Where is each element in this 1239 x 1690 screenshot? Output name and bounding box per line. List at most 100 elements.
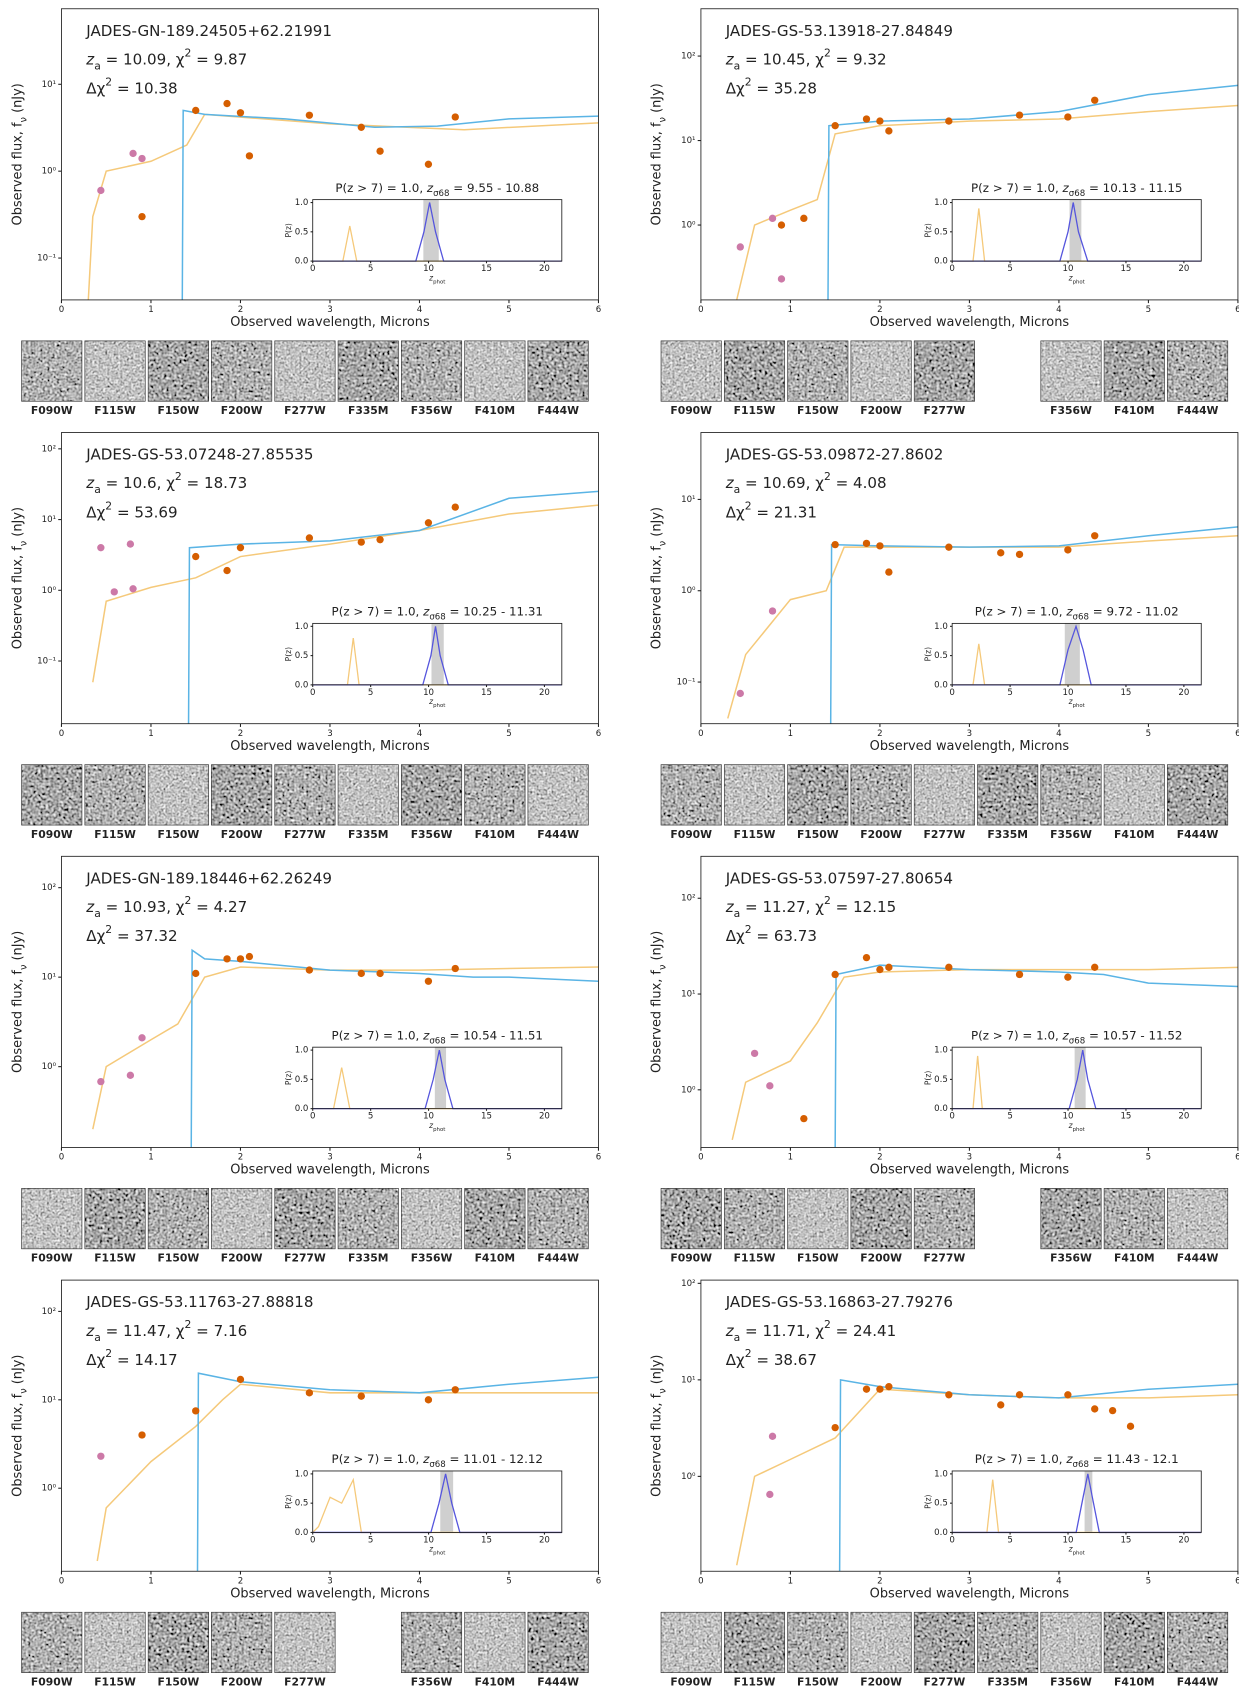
z68-band (1074, 1047, 1086, 1109)
cutout-image (914, 340, 975, 402)
x-tick-label: 3 (967, 305, 972, 315)
cutout-image (464, 1188, 526, 1249)
dchi2-value: 37.32 (134, 927, 177, 945)
x-tick-label: 4 (1056, 305, 1061, 315)
filter-label: F335M (987, 828, 1028, 841)
cutout-frame (21, 1188, 83, 1250)
photometry-point (876, 1385, 884, 1393)
cutout-frame (850, 764, 912, 826)
photometry-point (1015, 1391, 1024, 1399)
inset-x-tick-label: 5 (1007, 688, 1012, 698)
y-tick-label: 10⁰ (681, 1085, 696, 1095)
y-tick-label: 10² (681, 52, 695, 62)
z68-band (431, 623, 444, 685)
filter-label: F356W (411, 1675, 453, 1688)
equals: = (1085, 1028, 1102, 1042)
z-sub: σ68 (1073, 612, 1089, 622)
inset-x-tick-label: 5 (1007, 1535, 1012, 1545)
inset-x-tick-label: 20 (539, 1112, 550, 1122)
cutout-frame (660, 1611, 722, 1673)
plot-frame (61, 8, 599, 301)
dchi-sup: 2 (745, 75, 752, 88)
photometry-point (138, 154, 146, 163)
cutout-frame (21, 1611, 83, 1673)
inset-x-tick-label: 5 (1007, 1112, 1012, 1122)
cutout-image (527, 1612, 589, 1673)
cutout-image (1040, 764, 1102, 826)
x-axis-label: Observed wavelength, Microns (870, 739, 1070, 754)
dchi2-value: 21.31 (774, 503, 817, 521)
inset-x-tick-label: 0 (310, 264, 315, 274)
cutout-frame (337, 340, 399, 402)
cutout-image (1040, 1188, 1102, 1249)
dchi2-value: 35.28 (774, 79, 817, 97)
cutout-frame (1167, 1188, 1229, 1250)
model-spectrum (190, 948, 599, 1148)
photometry-point (945, 117, 953, 125)
filter-label: F444W (1177, 1675, 1219, 1688)
z-symbol: z (426, 180, 434, 194)
dchi-symbol: Δχ (726, 1350, 745, 1368)
photometry-point (862, 953, 871, 962)
z-sub: a (734, 907, 741, 920)
equals: = (112, 503, 134, 521)
cutout-frame (1103, 764, 1165, 826)
inset-y-tick-label: 1.0 (934, 622, 948, 632)
inset-title: P(z > 7) = 1.0, zσ68 = 9.55 - 10.88 (335, 180, 539, 198)
y-tick-label: 10¹ (42, 515, 56, 525)
photometry-point (1064, 113, 1072, 121)
cutout-image (211, 340, 272, 402)
pz-text: P(z > 7) = 1.0, (332, 1452, 424, 1466)
z-sub: σ68 (1073, 1460, 1089, 1470)
y-tick-label: 10⁻¹ (37, 657, 56, 667)
equals: = (1089, 1452, 1106, 1466)
y-axis-label: Observed flux, fν (nJy) (649, 931, 668, 1073)
z-sub: phot (433, 1126, 445, 1132)
x-axis-label: Observed wavelength, Microns (230, 1586, 430, 1601)
x-tick-label: 1 (788, 1576, 793, 1586)
y-axis-label: Observed flux, fν (nJy) (10, 83, 29, 225)
chi-sup: 2 (824, 470, 831, 483)
inset-y-tick-label: 0.0 (295, 257, 309, 267)
y-tick-label: 10² (42, 444, 56, 454)
photometry-point (236, 109, 245, 117)
inset-y-tick-label: 0.5 (934, 227, 948, 237)
photometry-point (138, 1431, 146, 1439)
photometry-point (129, 585, 137, 593)
filter-label: F356W (1050, 1675, 1092, 1688)
cutout-image (527, 764, 589, 826)
z-sub: a (734, 483, 741, 496)
inset-x-tick-label: 15 (1120, 264, 1131, 274)
cutout-image (148, 764, 209, 826)
chi-symbol: , χ (166, 1321, 185, 1339)
cutout-frame (211, 340, 273, 402)
photometry-point (1015, 550, 1024, 559)
cutout-image (148, 340, 209, 402)
cutout-frame (913, 1611, 975, 1673)
filter-label: F410M (1114, 1252, 1155, 1265)
inset-y-tick-label: 0.5 (934, 1075, 948, 1085)
chi-sup: 2 (185, 1317, 192, 1330)
cutout-frame (211, 764, 273, 826)
chi-symbol: , χ (166, 50, 185, 68)
inset-x-label: zphot (428, 273, 445, 285)
cutout-image (274, 340, 336, 402)
cutout-frame (1167, 1611, 1229, 1673)
source-name: JADES-GS-53.11763-27.88818 (85, 1293, 313, 1311)
series-group (731, 953, 1238, 1148)
photometry-point (1064, 546, 1072, 554)
filter-label: F277W (284, 828, 326, 841)
fit-stats: Δχ2 = 37.32 (86, 923, 177, 945)
y-axis-label: Observed flux, fν (nJy) (649, 1355, 668, 1497)
dchi2-value: 14.17 (134, 1350, 177, 1368)
photometry-point (1091, 1405, 1099, 1413)
z-sub: σ68 (1069, 188, 1085, 198)
z-sub: phot (433, 279, 445, 285)
photometry-point (236, 955, 245, 963)
y-axis-label: Observed flux, fν (nJy) (10, 1355, 29, 1497)
cutout-frame (1167, 764, 1229, 826)
inset-frame (312, 622, 563, 686)
photometry-point (192, 106, 200, 115)
inset-frame (951, 622, 1202, 686)
